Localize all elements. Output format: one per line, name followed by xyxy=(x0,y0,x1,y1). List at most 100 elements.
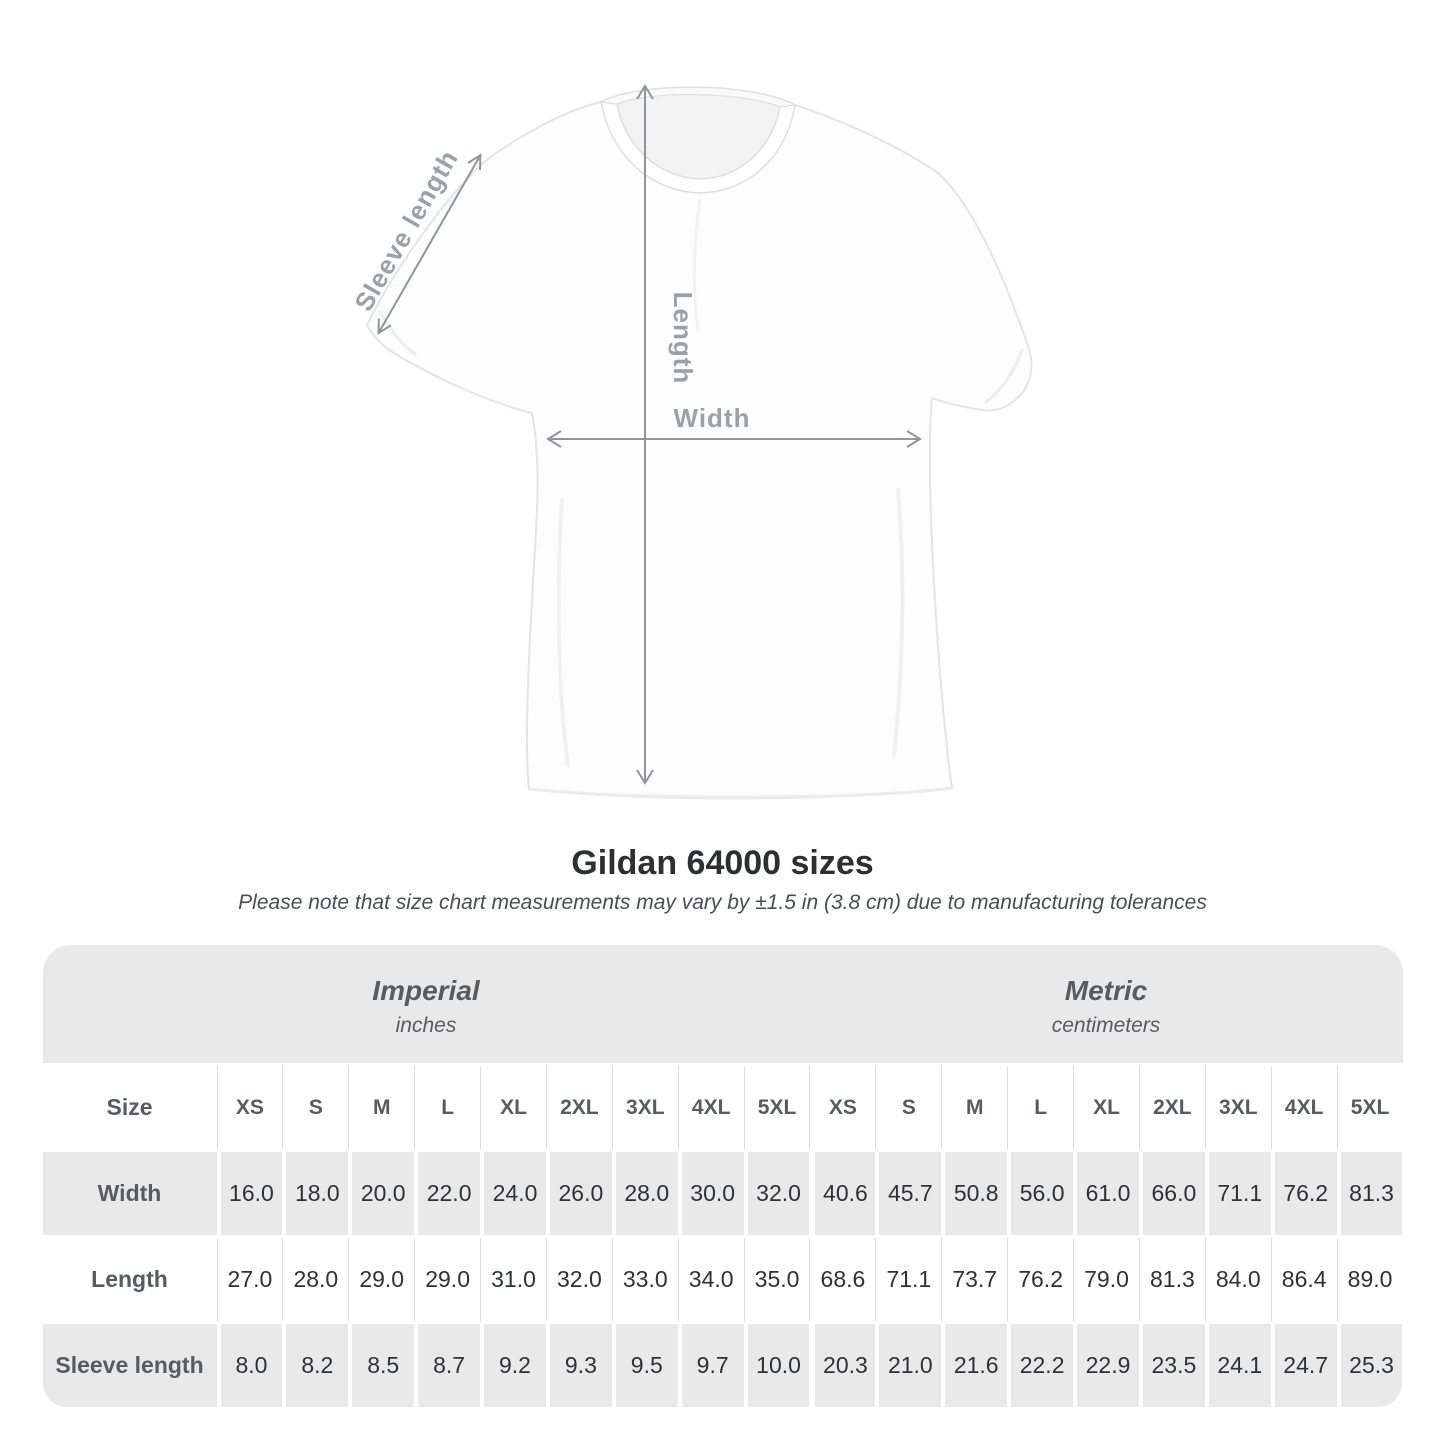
length-value-cell: 79.0 xyxy=(1073,1238,1139,1321)
length-value-cell: 34.0 xyxy=(677,1238,744,1321)
length-value-cell: 28.0 xyxy=(282,1238,348,1321)
arrowhead-icon xyxy=(636,769,654,785)
sleeve-length-value-cell: 24.7 xyxy=(1270,1324,1337,1407)
width-value-cell: 56.0 xyxy=(1007,1152,1074,1235)
length-row: Length 27.0 28.0 29.0 29.0 31.0 32.0 33.0 34.0 3… xyxy=(43,1238,1403,1321)
length-value-cell: 35.0 xyxy=(743,1238,810,1321)
width-value-cell: 22.0 xyxy=(414,1152,481,1235)
sleeve-length-value-cell: 21.6 xyxy=(941,1324,1008,1407)
width-value-cell: 28.0 xyxy=(611,1152,678,1235)
size-header-row: Size XS S M L XL 2XL 3XL 4XL 5XL XS S M L XL 2XL 3XL 4X… xyxy=(43,1066,1403,1149)
tshirt-measurement-diagram: Sleeve length Length Width xyxy=(348,84,1033,800)
sleeve-length-value-cell: 9.5 xyxy=(611,1324,678,1407)
metric-unit-label: centimeters xyxy=(1051,1013,1161,1037)
size-column-header: L xyxy=(414,1066,480,1149)
width-value-cell: 40.6 xyxy=(809,1152,876,1235)
length-value-cell: 31.0 xyxy=(480,1238,546,1321)
length-value-cell: 81.3 xyxy=(1138,1238,1205,1321)
width-label: Width xyxy=(674,403,751,433)
size-column-header: 5XL xyxy=(1336,1066,1403,1149)
length-value-cell: 32.0 xyxy=(545,1238,612,1321)
width-value-cell: 24.0 xyxy=(480,1152,546,1235)
size-column-header: S xyxy=(875,1066,941,1149)
imperial-unit-label: inches xyxy=(395,1013,457,1037)
size-column-header: L xyxy=(1007,1066,1073,1149)
sleeve-dimension-line xyxy=(378,155,481,333)
width-row: Width 16.0 18.0 20.0 22.0 24.0 26.0 28.0 30.0 32… xyxy=(42,1152,1403,1235)
length-value-cell: 33.0 xyxy=(611,1238,678,1321)
arrowhead-icon xyxy=(636,84,654,100)
size-column-header: 4XL xyxy=(677,1066,744,1149)
size-row-label: Size xyxy=(106,1094,153,1120)
arrowhead-icon xyxy=(546,430,562,448)
length-value-cell: 86.4 xyxy=(1270,1238,1337,1321)
length-value-cell: 71.1 xyxy=(875,1238,941,1321)
width-value-cell: 61.0 xyxy=(1073,1152,1139,1235)
page-title: Gildan 64000 sizes xyxy=(571,844,874,882)
metric-label: Metric xyxy=(1064,974,1148,1006)
length-value-cell: 76.2 xyxy=(1007,1238,1073,1321)
size-column-header: M xyxy=(941,1066,1007,1149)
imperial-label: Imperial xyxy=(372,974,480,1006)
sleeve-length-value-cell: 8.7 xyxy=(414,1324,481,1407)
metric-section-header: Metric centimeters xyxy=(810,945,1403,1063)
width-value-cell: 81.3 xyxy=(1336,1152,1403,1235)
width-value-cell: 26.0 xyxy=(545,1152,612,1235)
sleeve-length-value-cell: 8.5 xyxy=(348,1324,415,1407)
size-column-header: 2XL xyxy=(545,1066,612,1149)
tshirt-illustration: Sleeve length Length Width xyxy=(348,84,1033,800)
size-column-header: XL xyxy=(480,1066,546,1149)
tolerance-note: Please note that size chart measurements… xyxy=(238,891,1207,914)
sleeve-length-value-cell: 22.9 xyxy=(1073,1324,1139,1407)
sleeve-length-value-cell: 9.2 xyxy=(480,1324,546,1407)
fabric-shading xyxy=(378,198,1024,799)
size-column-header: XL xyxy=(1073,1066,1139,1149)
width-value-cell: 30.0 xyxy=(677,1152,744,1235)
size-column-header: S xyxy=(282,1066,348,1149)
sleeve-length-value-cell: 9.3 xyxy=(545,1324,612,1407)
width-value-cell: 32.0 xyxy=(743,1152,810,1235)
sleeve-length-value-cell: 10.0 xyxy=(743,1324,810,1407)
length-value-cell: 73.7 xyxy=(941,1238,1007,1321)
unit-header-band: Imperial inches Metric centimeters xyxy=(42,945,1403,1063)
imperial-section-header: Imperial inches xyxy=(43,945,810,1063)
sleeve-length-value-cell: 8.0 xyxy=(216,1324,283,1407)
width-value-cell: 50.8 xyxy=(941,1152,1008,1235)
size-column-header: XS xyxy=(216,1066,283,1149)
width-value-cell: 66.0 xyxy=(1138,1152,1205,1235)
length-value-cell: 68.6 xyxy=(809,1238,875,1321)
sleeve-length-row-label: Sleeve length xyxy=(42,1324,217,1407)
width-value-cell: 16.0 xyxy=(216,1152,283,1235)
length-value-cell: 84.0 xyxy=(1204,1238,1271,1321)
size-column-header: 3XL xyxy=(611,1066,678,1149)
width-value-cell: 76.2 xyxy=(1270,1152,1337,1235)
width-value-cell: 45.7 xyxy=(875,1152,942,1235)
length-row-label: Length xyxy=(91,1266,168,1292)
size-column-header: 5XL xyxy=(743,1066,810,1149)
length-value-cell: 89.0 xyxy=(1336,1238,1403,1321)
sleeve-length-value-cell: 24.1 xyxy=(1204,1324,1271,1407)
arrowhead-icon xyxy=(467,153,482,171)
size-column-header: XS xyxy=(809,1066,875,1149)
length-value-cell: 29.0 xyxy=(348,1238,414,1321)
arrowhead-icon xyxy=(377,318,392,335)
width-value-cell: 20.0 xyxy=(348,1152,415,1235)
sleeve-length-value-cell: 25.3 xyxy=(1336,1324,1403,1407)
length-value-cell: 27.0 xyxy=(216,1238,283,1321)
size-table: Imperial inches Metric centimeters Size … xyxy=(42,945,1403,1407)
arrowhead-icon xyxy=(906,430,922,448)
width-row-label: Width xyxy=(42,1152,217,1235)
sleeve-length-row: Sleeve length 8.0 8.2 8.5 8.7 9.2 9.3 9.5 9.7 10… xyxy=(42,1324,1403,1407)
width-value-cell: 71.1 xyxy=(1204,1152,1271,1235)
length-value-cell: 29.0 xyxy=(414,1238,480,1321)
size-column-header: M xyxy=(348,1066,414,1149)
sleeve-length-value-cell: 21.0 xyxy=(875,1324,942,1407)
size-column-header: 3XL xyxy=(1204,1066,1271,1149)
sleeve-length-value-cell: 9.7 xyxy=(677,1324,744,1407)
tshirt-body xyxy=(365,86,1033,800)
width-value-cell: 18.0 xyxy=(282,1152,349,1235)
sleeve-length-value-cell: 22.2 xyxy=(1007,1324,1074,1407)
sleeve-length-value-cell: 23.5 xyxy=(1138,1324,1205,1407)
sleeve-length-value-cell: 8.2 xyxy=(282,1324,349,1407)
